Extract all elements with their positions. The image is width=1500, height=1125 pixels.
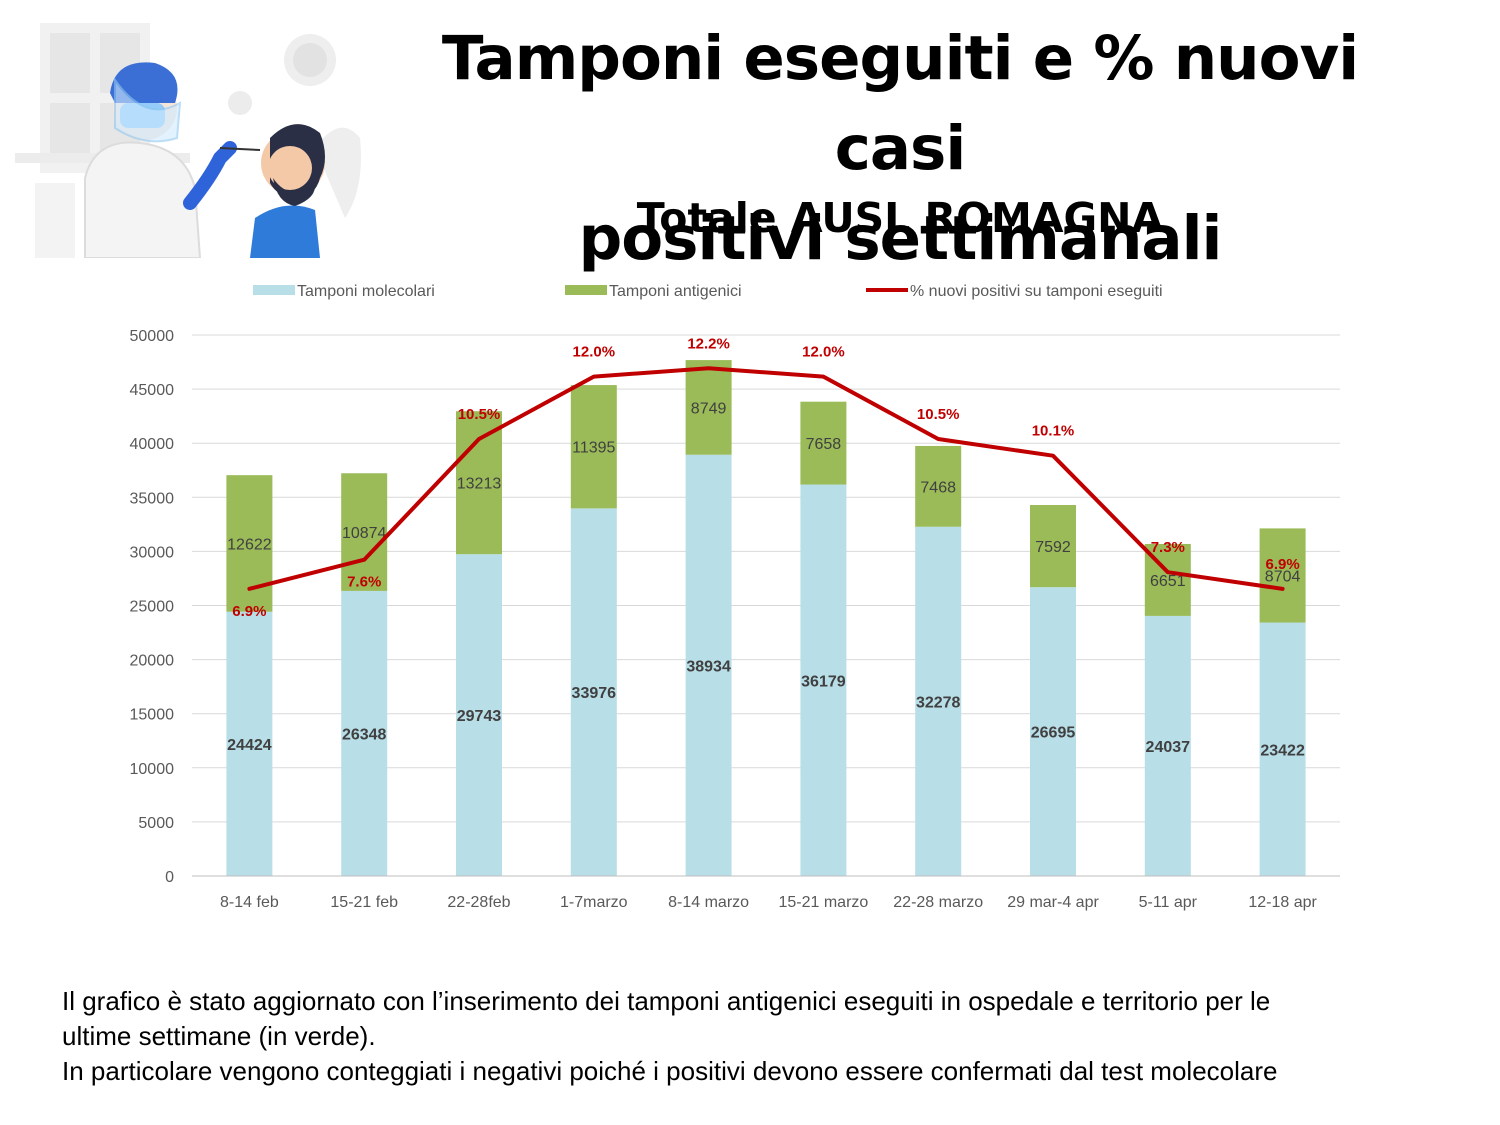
- bar-antigenici: [341, 473, 388, 591]
- data-label-molecolari: 23422: [1260, 742, 1305, 759]
- percent-label: 12.0%: [573, 344, 616, 361]
- bar-molecolari: [685, 454, 732, 876]
- data-label-antigenici: 7468: [920, 479, 956, 496]
- bar-antigenici: [570, 385, 617, 509]
- page-subtitle: Totale AUSL ROMAGNA: [636, 194, 1164, 242]
- bar-molecolari: [226, 611, 273, 876]
- percent-label: 10.1%: [1032, 423, 1075, 440]
- data-label-antigenici: 13213: [457, 476, 502, 493]
- bar-molecolari: [1030, 587, 1076, 876]
- bar-antigenici: [800, 401, 847, 485]
- x-tick-label: 8-14 feb: [220, 894, 279, 911]
- percent-label: 10.5%: [917, 406, 960, 423]
- data-label-antigenici: 10874: [342, 525, 387, 542]
- percent-label: 6.9%: [1265, 556, 1299, 573]
- data-label-molecolari: 24037: [1146, 739, 1191, 756]
- x-tick-label: 22-28 marzo: [893, 894, 983, 911]
- x-tick-label: 29 mar-4 apr: [1007, 894, 1099, 911]
- data-label-molecolari: 36179: [801, 673, 846, 690]
- x-tick-label: 1-7marzo: [560, 894, 628, 911]
- x-tick-label: 22-28feb: [447, 894, 510, 911]
- bar-molecolari: [1259, 622, 1306, 876]
- bar-antigenici: [915, 445, 962, 527]
- bar-molecolari: [1144, 615, 1191, 876]
- percent-label: 6.9%: [232, 603, 266, 620]
- bar-antigenici: [456, 411, 502, 555]
- percent-line: [247, 366, 1285, 591]
- data-label-molecolari: 32278: [916, 694, 961, 711]
- bar-antigenici: [1030, 505, 1076, 588]
- bar-molecolari: [456, 554, 502, 876]
- data-label-molecolari: 33976: [572, 685, 617, 702]
- chart-note: Il grafico è stato aggiornato con l’inse…: [62, 984, 1462, 1089]
- data-label-antigenici: 6651: [1150, 573, 1186, 590]
- y-tick-label: 20000: [130, 653, 175, 670]
- percent-label: 10.5%: [458, 406, 501, 423]
- y-tick-label: 30000: [130, 544, 175, 561]
- data-label-antigenici: 8749: [691, 400, 727, 417]
- title-line-2: positivi settimanali: [578, 203, 1223, 274]
- data-label-antigenici: 12622: [227, 536, 272, 553]
- bar-molecolari: [570, 508, 617, 876]
- y-tick-label: 35000: [130, 490, 175, 507]
- percent-label: 7.3%: [1151, 539, 1185, 556]
- data-label-molecolari: 26348: [342, 726, 387, 743]
- percent-label: 12.0%: [802, 344, 845, 361]
- data-label-molecolari: 26695: [1031, 725, 1076, 742]
- percent-label: 7.6%: [347, 574, 381, 591]
- swab-test-illustration-icon: [15, 23, 361, 258]
- y-tick-label: 5000: [138, 815, 174, 832]
- percent-label: 12.2%: [687, 335, 730, 352]
- y-tick-label: 40000: [130, 436, 175, 453]
- x-tick-label: 15-21 marzo: [778, 894, 868, 911]
- note-line-3: In particolare vengono conteggiati i neg…: [62, 1056, 1278, 1086]
- x-tick-label: 15-21 feb: [330, 894, 398, 911]
- legend-label-3: % nuovi positivi su tamponi eseguiti: [910, 283, 1163, 300]
- data-label-antigenici: 8704: [1265, 568, 1301, 585]
- note-line-2: ultime settimane (in verde).: [62, 1021, 376, 1051]
- data-label-molecolari: 29743: [457, 708, 502, 725]
- data-label-molecolari: 24424: [227, 737, 272, 754]
- y-tick-label: 25000: [130, 599, 175, 616]
- title-line-1: Tamponi eseguiti e % nuovi casi: [441, 23, 1359, 184]
- legend-label-2: Tamponi antigenici: [609, 283, 742, 300]
- data-label-antigenici: 7658: [806, 436, 842, 453]
- page-title: Tamponi eseguiti e % nuovi casi positivi…: [395, 14, 1405, 284]
- bar-molecolari: [341, 590, 388, 876]
- stacked-bar-line-chart: 0 5000 10000 15000 20000 25000 30000 35000 40000…: [130, 283, 1340, 911]
- data-label-antigenici: 7592: [1035, 539, 1071, 556]
- y-tick-label: 0: [165, 869, 174, 886]
- legend-swatch-1: [253, 285, 295, 295]
- y-tick-label: 50000: [130, 328, 175, 345]
- x-tick-label: 12-18 apr: [1248, 894, 1317, 911]
- bar-antigenici: [1259, 528, 1306, 623]
- data-label-molecolari: 38934: [686, 658, 731, 675]
- x-tick-label: 8-14 marzo: [668, 894, 749, 911]
- data-label-antigenici: 11395: [572, 440, 615, 457]
- legend-swatch-2: [565, 285, 607, 295]
- bar-molecolari: [915, 526, 962, 876]
- y-tick-label: 45000: [130, 382, 175, 399]
- y-tick-label: 10000: [130, 761, 175, 778]
- bar-antigenici: [685, 360, 732, 455]
- legend-label-1: Tamponi molecolari: [297, 283, 435, 300]
- y-tick-label: 15000: [130, 707, 175, 724]
- bar-molecolari: [800, 484, 847, 876]
- note-line-1: Il grafico è stato aggiornato con l’inse…: [62, 986, 1271, 1016]
- x-tick-label: 5-11 apr: [1139, 894, 1198, 911]
